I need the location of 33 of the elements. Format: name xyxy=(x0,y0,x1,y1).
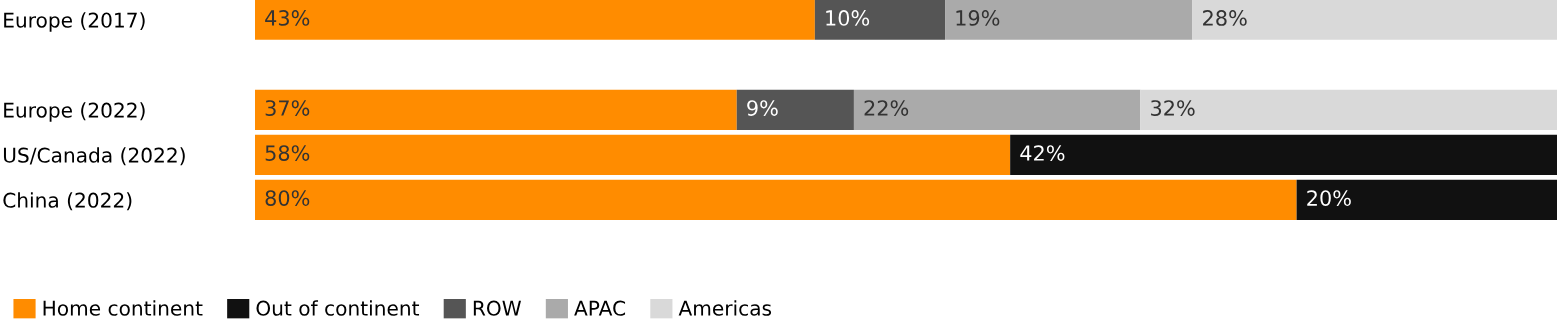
y-tick-label: Europe (2017) xyxy=(4,12,145,32)
bar xyxy=(255,89,737,130)
bar xyxy=(853,89,1141,130)
data-label: 19% xyxy=(956,10,1000,26)
bar xyxy=(1010,134,1557,175)
data-label: 58% xyxy=(265,145,310,161)
bar xyxy=(1140,89,1557,130)
data-label: 10% xyxy=(826,10,870,26)
data-label: 43% xyxy=(265,10,310,26)
data-label: 9% xyxy=(747,100,778,116)
y-tick-label: US/Canada (2022) xyxy=(3,147,185,166)
data-label: 20% xyxy=(1307,190,1351,206)
legend-label: Americas xyxy=(678,300,772,316)
bar xyxy=(814,0,946,40)
bar xyxy=(945,0,1193,40)
data-label: 32% xyxy=(1151,100,1195,116)
bar xyxy=(1192,0,1557,40)
legend-label: Out of continent xyxy=(256,300,420,316)
data-label: 80% xyxy=(265,190,310,206)
bar xyxy=(1296,179,1557,220)
bar xyxy=(255,179,1297,220)
bar xyxy=(255,0,815,40)
legend-label: ROW xyxy=(473,300,521,316)
y-tick-label: Europe (2022) xyxy=(4,102,145,122)
bar xyxy=(736,89,854,130)
bar xyxy=(255,134,1011,175)
data-label: 42% xyxy=(1020,145,1065,161)
data-label: 28% xyxy=(1203,10,1247,26)
data-label: 22% xyxy=(864,100,909,116)
legend-label: APAC xyxy=(574,300,626,316)
data-label: 37% xyxy=(265,100,310,116)
y-tick-label: China (2022) xyxy=(3,192,132,211)
legend-label: Home continent xyxy=(43,300,203,316)
